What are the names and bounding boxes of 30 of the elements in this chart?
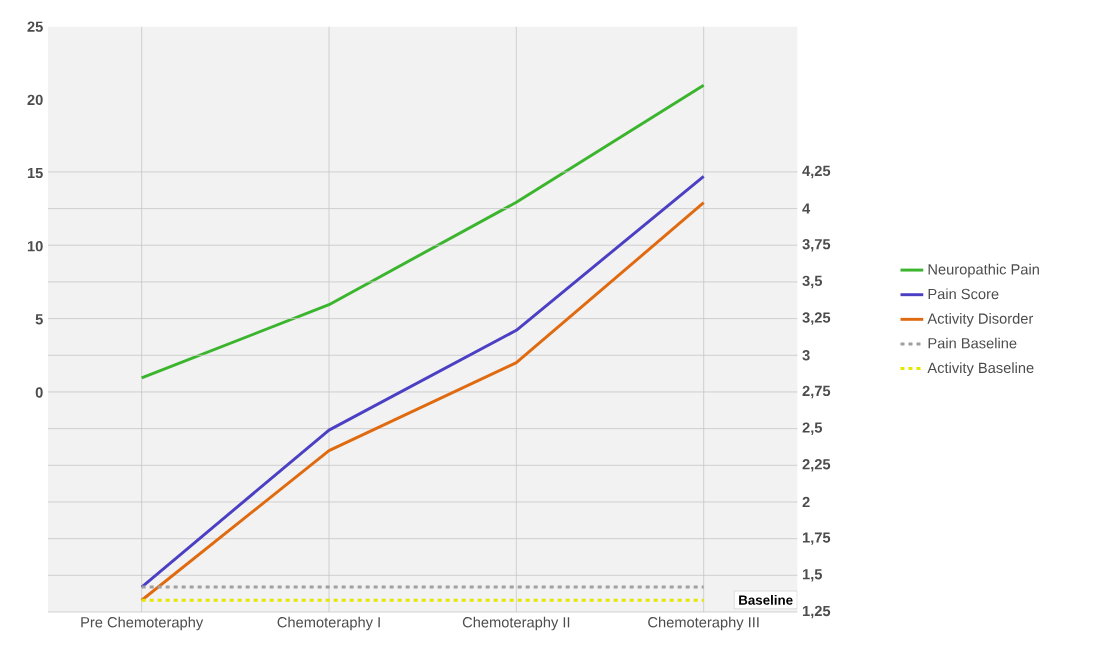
y2-tick-label: 2,5 xyxy=(802,422,823,435)
x-tick-label: Chemoteraphy III xyxy=(648,616,759,631)
y-tick-label: 5 xyxy=(35,314,43,325)
y2-tick-label: 4 xyxy=(802,203,811,214)
line-series xyxy=(140,83,706,380)
y2-tick-label: 2,75 xyxy=(802,385,831,399)
y-tick-label: 0 xyxy=(35,387,43,398)
legend-label: Activity Baseline xyxy=(927,362,1034,376)
legend-label: Activity Disorder xyxy=(927,313,1034,327)
y2-tick-label: 1,75 xyxy=(802,532,831,545)
y-tick-label: 20 xyxy=(27,94,43,106)
y-tick-label: 25 xyxy=(27,21,43,32)
y-tick-label: 10 xyxy=(27,240,43,252)
y2-tick-label: 3 xyxy=(802,350,810,361)
x-tick-label: Chemoteraphy I xyxy=(277,616,380,631)
legend-label: Neuropathic Pain xyxy=(928,263,1039,278)
y2-tick-label: 3,25 xyxy=(802,312,831,325)
y2-tick-label: 4,25 xyxy=(802,165,831,179)
x-tick-label: Chemoteraphy II xyxy=(462,616,570,631)
x-tick-label: Pre Chemoteraphy xyxy=(81,616,204,631)
legend-label: Pain Baseline xyxy=(928,337,1017,349)
y2-tick-label: 3,75 xyxy=(802,239,831,252)
y-tick-label: 15 xyxy=(27,167,43,179)
y2-tick-label: 3,5 xyxy=(802,275,823,289)
y2-tick-label: 2,25 xyxy=(802,459,831,472)
y2-tick-label: 1,25 xyxy=(802,605,831,619)
y2-tick-label: 2 xyxy=(802,496,810,508)
legend-label: Pain Score xyxy=(928,288,999,300)
annotation: Baseline xyxy=(739,595,793,605)
y2-tick-label: 1,5 xyxy=(802,569,823,582)
